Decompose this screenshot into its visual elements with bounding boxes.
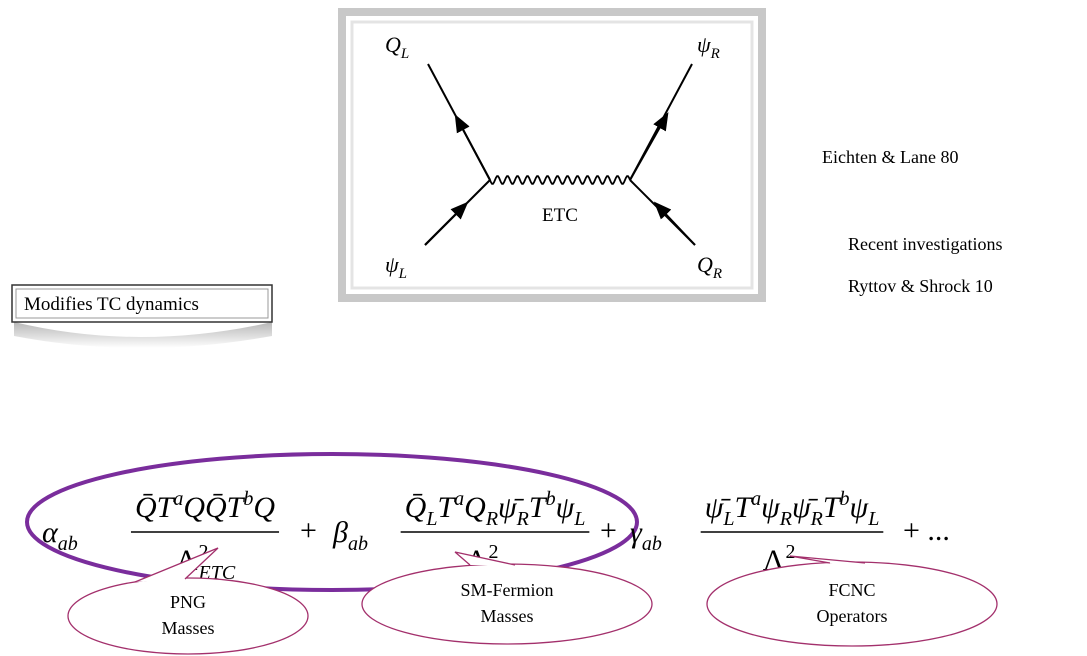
particle-label: QL xyxy=(385,32,409,62)
badge-text: Modifies TC dynamics xyxy=(24,294,199,315)
fermion-arrow xyxy=(454,114,491,181)
badge-box xyxy=(11,284,273,323)
operator: + xyxy=(300,514,317,547)
subscript: L xyxy=(573,508,585,530)
callout-bubble xyxy=(361,563,653,645)
callout-text: PNG xyxy=(170,592,206,612)
numerator-symbol: T xyxy=(734,491,753,524)
coefficient-symbol: α xyxy=(42,516,59,549)
callouts: PNG Masses SM-Fermion Masses FCNC Operators xyxy=(67,547,998,655)
numerator: ψ̄LTaψRψ̄RTbψL xyxy=(705,488,880,530)
particle-subscript: L xyxy=(400,46,409,62)
numerator-symbol: ψ xyxy=(556,491,576,524)
callout-text: Masses xyxy=(162,618,215,638)
fermion-arrow xyxy=(653,201,696,246)
numerator-symbol: Q xyxy=(183,491,205,524)
callout-tail xyxy=(454,551,516,566)
particle-subscript: R xyxy=(712,266,722,282)
recent-note: Ryttov & Shrock 10 xyxy=(848,276,993,296)
superscript: a xyxy=(454,488,464,510)
numerator-symbol: Q xyxy=(253,491,275,524)
superscript: a xyxy=(173,488,183,510)
callout-tail xyxy=(134,547,219,583)
badge-shadow xyxy=(14,322,272,348)
callout-text: Operators xyxy=(817,606,888,626)
subscript: R xyxy=(485,508,498,530)
particle-subscript: L xyxy=(398,266,407,282)
highlight-ellipse xyxy=(25,452,639,592)
particle-subscript: R xyxy=(710,46,720,62)
recent-note: Recent investigations xyxy=(848,234,1002,254)
callout-bubble xyxy=(706,561,998,647)
badge-box-inner xyxy=(15,288,269,319)
numerator-symbol: Q̄ xyxy=(205,491,227,524)
callout-text: Masses xyxy=(481,606,534,626)
numerator-symbol: T xyxy=(437,491,456,524)
callout-text: FCNC xyxy=(828,580,875,600)
subscript: R xyxy=(516,508,529,530)
numerator: Q̄TaQQ̄TbQ xyxy=(135,488,275,524)
numerator-symbol: T xyxy=(157,491,176,524)
numerator-symbol: T xyxy=(823,491,842,524)
etc-propagator xyxy=(489,175,631,185)
subscript: R xyxy=(779,508,792,530)
propagator-label: ETC xyxy=(542,205,578,226)
subscript: L xyxy=(867,508,879,530)
fermion-arrow xyxy=(629,112,669,181)
reference-note: Eichten & Lane 80 xyxy=(822,147,958,167)
numerator-symbol: T xyxy=(227,491,246,524)
subscript: R xyxy=(810,508,823,530)
operator: + ... xyxy=(903,514,950,547)
particle-symbol: ψ xyxy=(697,32,711,57)
callout-text: SM-Fermion xyxy=(460,580,553,600)
superscript: 2 xyxy=(786,541,796,563)
superscript: a xyxy=(751,488,761,510)
coefficient-symbol: γ xyxy=(630,516,643,549)
coefficient-subscript: ab xyxy=(348,533,368,555)
numerator-symbol: ψ xyxy=(850,491,870,524)
numerator-symbol: Q xyxy=(464,491,486,524)
coefficient-subscript: ab xyxy=(58,533,78,555)
particle-label: ψR xyxy=(697,32,720,62)
numerator: Q̄LTaQRψ̄RTbψL xyxy=(405,488,586,530)
coefficient-symbol: β xyxy=(332,516,348,549)
numerator-symbol: Q̄ xyxy=(405,491,427,524)
subscript: L xyxy=(722,508,734,530)
particle-symbol: ψ xyxy=(385,252,399,277)
operator: + xyxy=(600,514,617,547)
callout-tail xyxy=(789,555,866,564)
subscript: L xyxy=(425,508,437,530)
superscript: 2 xyxy=(199,541,209,563)
particle-label: QR xyxy=(697,252,722,282)
superscript: b xyxy=(546,488,556,510)
coefficient-subscript: ab xyxy=(642,533,662,555)
numerator-symbol: ψ xyxy=(761,491,781,524)
coefficient: βab xyxy=(332,516,368,555)
fermion-arrow xyxy=(424,201,469,246)
diagram-frame-inner xyxy=(350,20,754,290)
particle-label: ψL xyxy=(385,252,407,282)
superscript: b xyxy=(243,488,253,510)
numerator-symbol: Q̄ xyxy=(135,491,157,524)
superscript: 2 xyxy=(489,541,499,563)
diagram-frame xyxy=(338,8,766,302)
particle-symbol: Q xyxy=(697,252,713,277)
coefficient: γab xyxy=(630,516,662,555)
superscript: b xyxy=(840,488,850,510)
particle-symbol: Q xyxy=(385,32,401,57)
callout-bubble xyxy=(67,577,309,655)
numerator-symbol: T xyxy=(529,491,548,524)
coefficient: αab xyxy=(42,516,78,555)
